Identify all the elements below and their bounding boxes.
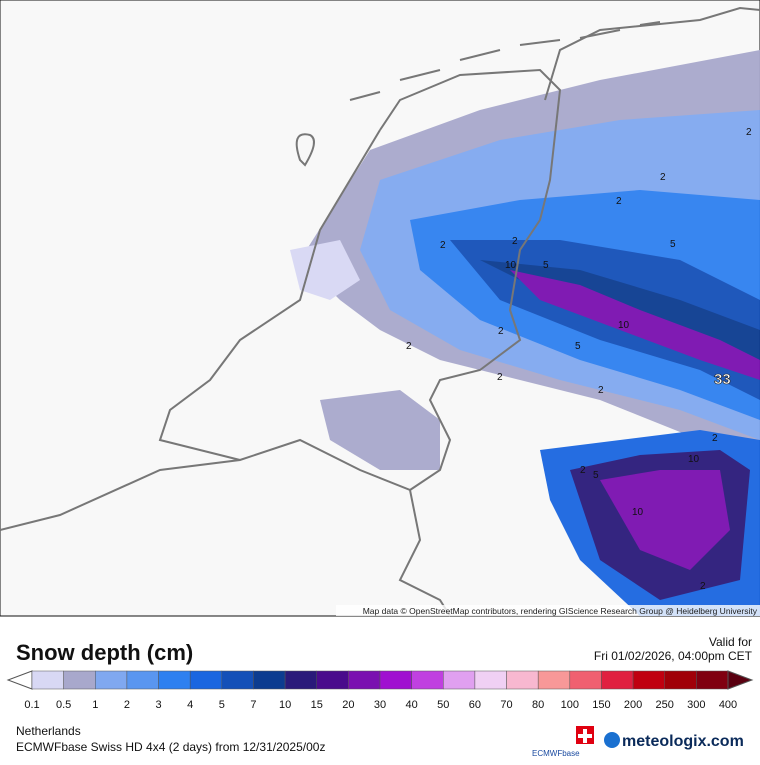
max-value: 33 (714, 371, 731, 388)
legend-label: 20 (342, 699, 354, 711)
legend-label: 2 (124, 699, 130, 711)
legend-swatch (664, 670, 697, 690)
legend-label: 400 (719, 699, 737, 711)
badge: ECMWFbase (532, 749, 580, 758)
legend-label: 40 (406, 699, 418, 711)
legend-label: 4 (187, 699, 193, 711)
legend-swatch (569, 670, 602, 690)
legend-swatch (253, 670, 286, 690)
contour-label: 2 (440, 240, 446, 251)
legend-swatch (601, 670, 634, 690)
legend-swatch (126, 670, 159, 690)
legend-label: 1 (92, 699, 98, 711)
contour-label: 10 (632, 507, 644, 518)
legend-label: 0.5 (56, 699, 71, 711)
legend-label: 5 (219, 699, 225, 711)
legend-swatch (348, 670, 381, 690)
legend-swatch (63, 670, 96, 690)
legend-swatch (95, 670, 128, 690)
legend-swatch (379, 670, 412, 690)
legend-swatch (284, 670, 317, 690)
contour-label: 10 (505, 260, 517, 271)
contour-label: 10 (618, 320, 630, 331)
legend-label: 60 (469, 699, 481, 711)
contour-label: 2 (660, 172, 666, 183)
contour-label: 2 (512, 236, 518, 247)
legend-label: 50 (437, 699, 449, 711)
contour-label: 2 (616, 196, 622, 207)
legend-label: 300 (687, 699, 705, 711)
snow-field (290, 50, 760, 616)
contour-label: 5 (670, 239, 676, 250)
contour-label: 5 (593, 470, 599, 481)
contour-label: 2 (497, 372, 503, 383)
map: 2 2 2 5 5 10 2 2 10 5 2 2 2 33 2 2 5 10 … (0, 0, 760, 617)
legend-swatch (443, 670, 476, 690)
legend-swatch (632, 670, 665, 690)
valid-label: Valid for (709, 635, 752, 649)
attribution: Map data © OpenStreetMap contributors, r… (363, 606, 758, 616)
legend-swatch (474, 670, 507, 690)
contour-label: 2 (580, 465, 586, 476)
legend-label: 10 (279, 699, 291, 711)
legend-label: 0.1 (24, 699, 39, 711)
legend-swatch (506, 670, 539, 690)
contour-label: 10 (688, 454, 700, 465)
legend-swatch (221, 670, 254, 690)
valid-time: Fri 01/02/2026, 04:00pm CET (594, 649, 753, 663)
contour-label: 5 (575, 341, 581, 352)
legend-swatch (316, 670, 349, 690)
legend-label: 3 (155, 699, 161, 711)
legend-label: 7 (250, 699, 256, 711)
model: ECMWFbase Swiss HD 4x4 (2 days) from 12/… (16, 740, 325, 754)
legend-swatch (31, 670, 64, 690)
legend-label: 30 (374, 699, 386, 711)
contour-label: 5 (543, 260, 549, 271)
borders (0, 6, 760, 617)
contour-label: 2 (406, 341, 412, 352)
contour-label: 2 (498, 326, 504, 337)
legend-swatch (189, 670, 223, 690)
legend-swatch (537, 670, 571, 690)
brand: meteologix.com (622, 733, 744, 750)
legend: 0.1 0.5 1 2 3 4 5 7 10 15 20 30 40 50 60 70 80 100 150 200 2… (6, 670, 754, 711)
legend-label: 100 (561, 699, 579, 711)
legend-swatch (158, 670, 191, 690)
contour-label: 2 (746, 127, 752, 138)
legend-end (727, 670, 754, 690)
contour-label: 2 (712, 433, 718, 444)
legend-label: 70 (500, 699, 512, 711)
legend-start (6, 670, 33, 690)
legend-label: 15 (311, 699, 323, 711)
legend-label: 250 (656, 699, 674, 711)
legend-label: 200 (624, 699, 642, 711)
contour-label: 2 (598, 385, 604, 396)
contour-labels: 2 2 2 5 5 10 2 2 10 5 2 2 2 33 2 2 5 10 … (406, 127, 752, 592)
attribution-bg (336, 605, 760, 616)
legend-label: 150 (592, 699, 610, 711)
title: Snow depth (cm) (16, 640, 193, 665)
legend-swatch (411, 670, 444, 690)
legend-label: 80 (532, 699, 544, 711)
legend-swatch (696, 670, 729, 690)
region: Netherlands (16, 724, 81, 738)
brand-logo (604, 732, 620, 748)
swiss-cross (578, 729, 592, 743)
contour-label: 2 (700, 581, 706, 592)
